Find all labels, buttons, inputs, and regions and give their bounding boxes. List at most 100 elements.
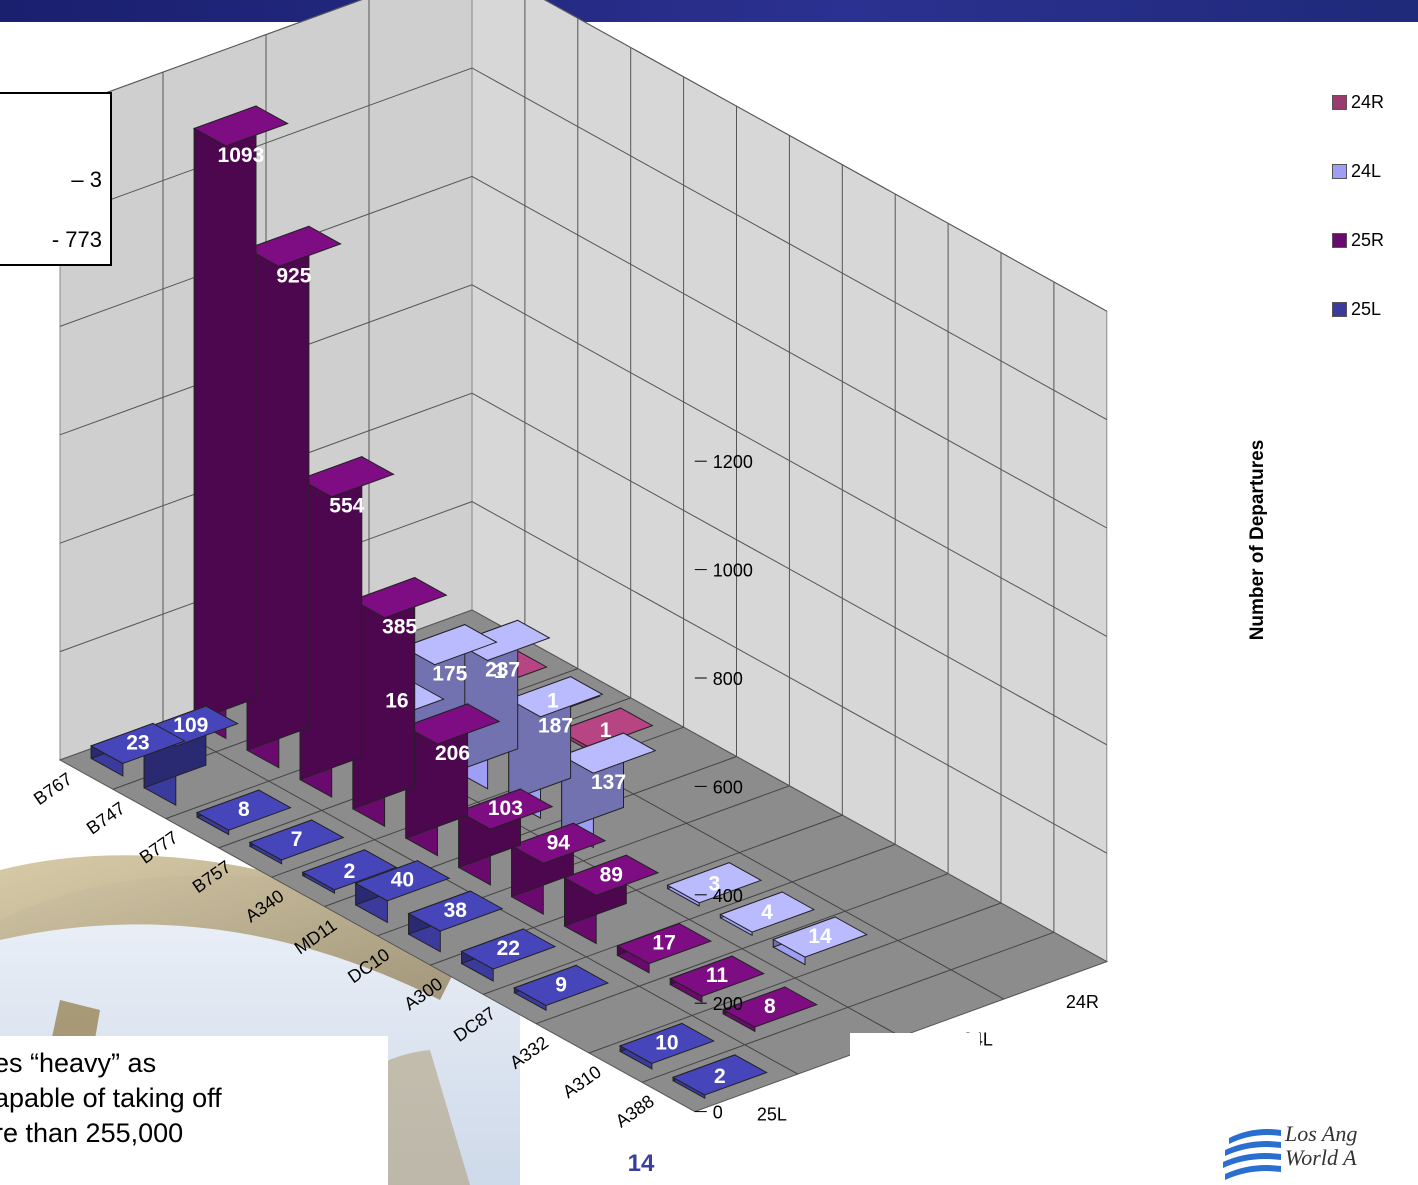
data-label: 8 xyxy=(238,798,250,821)
data-label: 22 xyxy=(497,937,520,960)
legend-item-24r: 24R xyxy=(1332,90,1412,114)
bar-top xyxy=(195,789,292,831)
bar-24l-a340 xyxy=(507,675,604,819)
y-tick-label: 200 xyxy=(713,994,743,1014)
bar-25l-b757 xyxy=(248,819,345,865)
bar-top xyxy=(507,676,604,718)
heavy-aircraft-note: es “heavy” as apable of taking off re th… xyxy=(0,1036,388,1185)
bar-top xyxy=(510,822,607,864)
data-label: 11 xyxy=(706,964,729,987)
data-label: 137 xyxy=(591,771,626,794)
bar-top xyxy=(404,703,501,745)
chart-data-labels: 1111443137187237175168111789941032063855… xyxy=(126,144,832,1088)
series-axis-label: 25L xyxy=(757,1105,787,1125)
category-label: B757 xyxy=(189,856,235,897)
bar-25l-b767 xyxy=(89,722,186,777)
bar-top xyxy=(618,1022,715,1065)
lawa-logo: Los Ang World A xyxy=(1215,1108,1418,1185)
data-label: 554 xyxy=(329,495,364,518)
y-axis-ticks: 0 200 400 600 800 1000 1200 xyxy=(694,452,753,1123)
data-label: 17 xyxy=(652,932,675,955)
data-label: 2 xyxy=(344,860,356,883)
bar-top xyxy=(513,964,610,1007)
bar-top xyxy=(351,577,448,619)
bar-25r-dc87 xyxy=(616,922,713,974)
bar-top xyxy=(457,788,554,830)
legend-swatch xyxy=(1332,94,1347,110)
data-label: 1 xyxy=(547,690,559,713)
legend-item-24l: 24L xyxy=(1332,159,1412,183)
data-label: 89 xyxy=(600,863,623,886)
bar-top xyxy=(669,955,766,997)
bar-25r-md11 xyxy=(457,788,554,886)
bar-25l-a388 xyxy=(671,1054,768,1100)
y-tick-label: 400 xyxy=(713,886,743,906)
category-label: A388 xyxy=(612,1091,658,1132)
note-line-2: apable of taking off xyxy=(0,1083,222,1113)
data-label: 8 xyxy=(764,995,776,1018)
data-label: 14 xyxy=(808,925,832,948)
bar-25r-a332 xyxy=(669,955,766,1003)
bar-25l-a300 xyxy=(460,928,557,982)
bar-top xyxy=(248,819,345,861)
category-label: DC87 xyxy=(450,1003,499,1046)
data-label: 40 xyxy=(391,869,414,892)
note-line-3: re than 255,000 xyxy=(0,1118,184,1148)
data-label: 16 xyxy=(385,690,408,713)
bar-top xyxy=(454,619,551,661)
data-label: 2 xyxy=(714,1065,726,1088)
data-label: 237 xyxy=(485,658,520,681)
data-label: 23 xyxy=(126,731,149,754)
bar-25r-a310 xyxy=(721,986,818,1033)
y-tick-label: 600 xyxy=(713,777,743,797)
category-label: A332 xyxy=(506,1032,552,1073)
legend-label: 25L xyxy=(1351,298,1382,319)
bar-25r-b767 xyxy=(192,105,289,740)
bar-25l-dc87 xyxy=(513,964,610,1012)
bar-25l-a310 xyxy=(618,1022,715,1070)
bar-25l-a340 xyxy=(301,849,398,894)
category-label: A310 xyxy=(559,1062,605,1103)
bar-24l-a332 xyxy=(772,916,869,966)
bar-25l-md11 xyxy=(354,859,451,924)
category-label: MD11 xyxy=(291,915,341,958)
category-label: B767 xyxy=(30,769,76,810)
legend-swatch xyxy=(1332,301,1347,317)
category-label: B747 xyxy=(83,798,129,839)
y-tick-label: 1000 xyxy=(713,561,753,581)
bar-top xyxy=(616,922,713,965)
note-line-1: es “heavy” as xyxy=(0,1048,157,1078)
legend-item-25r: 25R xyxy=(1332,228,1412,252)
bar-25l-b777 xyxy=(195,789,292,836)
chart-bars xyxy=(89,105,869,1100)
legend-item-25l: 25L xyxy=(1332,297,1412,321)
data-label: 9 xyxy=(555,973,567,996)
bar-top xyxy=(719,891,816,933)
legend-swatch xyxy=(1332,163,1347,179)
bar-top xyxy=(245,225,342,267)
y-axis-title: Number of Departures xyxy=(1247,439,1268,641)
bar-top xyxy=(557,707,654,749)
info-box: – 3 - 773 xyxy=(0,92,112,266)
data-label: 10 xyxy=(655,1032,678,1055)
y-tick-label: 0 xyxy=(713,1103,723,1123)
page-number: 14 xyxy=(627,1150,655,1177)
blank-panel xyxy=(850,1033,980,1108)
legend-label: 24R xyxy=(1351,91,1385,112)
bar-top xyxy=(560,732,657,774)
info-box-line-1: – 3 xyxy=(71,167,102,192)
bar-top xyxy=(401,624,498,666)
bar-top xyxy=(89,722,186,765)
data-label: 175 xyxy=(432,663,467,686)
logo-text-line-1: Los Ang xyxy=(1285,1121,1358,1146)
series-axis-label: 24R xyxy=(1066,992,1099,1012)
bar-top xyxy=(298,456,395,498)
category-label: A340 xyxy=(242,886,288,927)
bar-top xyxy=(671,1054,768,1096)
data-label: 1 xyxy=(600,719,612,742)
category-label: A300 xyxy=(400,974,446,1015)
info-box-line-2: - 773 xyxy=(51,227,102,252)
legend-label: 24L xyxy=(1351,160,1382,181)
bar-top xyxy=(407,890,504,932)
